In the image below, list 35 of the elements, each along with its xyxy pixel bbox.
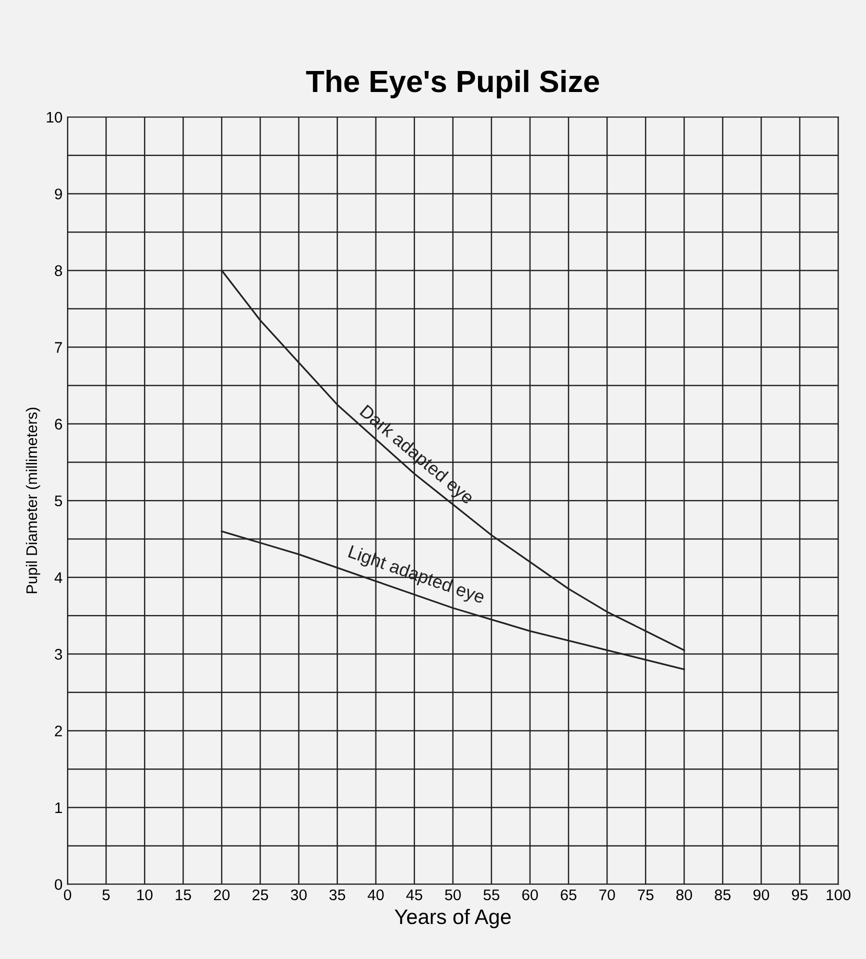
x-tick-label: 75 [638, 890, 654, 900]
chart-title: The Eye's Pupil Size [306, 70, 600, 98]
x-tick-label: 95 [792, 889, 808, 900]
y-axis-title: Pupil Diameter (millimeters) [26, 408, 40, 594]
x-tick-label: 50 [445, 889, 461, 900]
x-tick-label: 10 [137, 889, 153, 900]
x-tick-label: 80 [676, 889, 692, 900]
y-tick-label: 3 [54, 648, 62, 660]
x-tick-label: 70 [599, 889, 615, 900]
x-tick-label: 35 [329, 889, 346, 900]
x-tick-label: 20 [214, 889, 230, 900]
x-tick-label: 5 [102, 890, 110, 900]
x-tick-label: 40 [368, 889, 384, 900]
y-tick-label: 0 [54, 879, 62, 890]
x-tick-label: 100 [826, 889, 850, 900]
x-tick-label: 30 [290, 889, 307, 900]
y-tick-label: 8 [54, 265, 62, 276]
x-tick-label: 65 [560, 889, 576, 900]
x-tick-label: 15 [176, 890, 192, 900]
x-tick-label: 85 [714, 889, 731, 900]
y-tick-label: 4 [54, 572, 62, 583]
x-tick-label: 25 [252, 889, 268, 900]
x-tick-label: 45 [406, 890, 422, 900]
y-tick-label: 1 [55, 802, 62, 814]
x-tick-label: 90 [753, 889, 770, 900]
y-tick-label: 7 [54, 342, 62, 353]
y-tick-label: 5 [54, 496, 62, 506]
y-tick-label: 2 [54, 726, 62, 736]
x-tick-label: 55 [484, 890, 500, 900]
x-tick-label: 0 [64, 889, 72, 900]
y-tick-label: 9 [54, 188, 62, 200]
y-tick-label: 6 [54, 418, 62, 430]
y-tick-label: 10 [46, 112, 62, 123]
x-tick-label: 60 [522, 889, 538, 900]
x-axis-title: Years of Age [394, 908, 511, 928]
